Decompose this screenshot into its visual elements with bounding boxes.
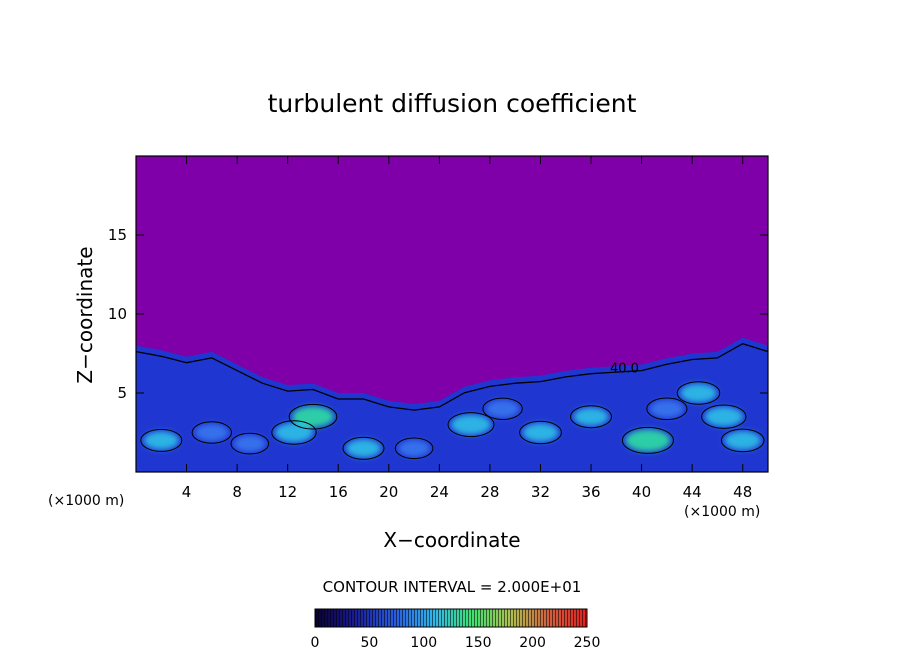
x-tick-label: 44	[683, 483, 702, 501]
x-tick-label: 28	[480, 483, 499, 501]
contour-ring-15	[720, 428, 765, 453]
contour-ring-14	[230, 432, 270, 455]
plot-area	[136, 156, 768, 472]
x-tick-label: 16	[329, 483, 348, 501]
contour-label: 40.0	[610, 362, 639, 377]
contour-ring-5	[342, 436, 385, 460]
colorbar-stripes	[315, 609, 587, 627]
contour-interval-label: CONTOUR INTERVAL = 2.000E+01	[323, 578, 582, 596]
y-unit-label: (×1000 m)	[48, 493, 124, 509]
contour-ring-4	[676, 381, 721, 405]
chart-title: turbulent diffusion coefficient	[268, 89, 637, 118]
colorbar-tick-label: 0	[311, 635, 320, 651]
x-tick-label: 4	[182, 483, 192, 501]
y-tick-label: 10	[108, 305, 127, 323]
contour-line-top	[136, 342, 768, 411]
x-tick-label: 24	[430, 483, 449, 501]
contour-lines	[140, 381, 765, 460]
hot-spot-11	[398, 440, 430, 457]
contour-ring-12	[482, 397, 523, 420]
hot-spot-14	[234, 435, 266, 452]
hot-spot-12	[485, 400, 520, 418]
hot-spot-7	[704, 407, 743, 427]
contour-ring-3	[271, 420, 317, 445]
colorbar-tick-label: 100	[410, 635, 437, 651]
colorbar-tick-label: 150	[465, 635, 492, 651]
contour-ring-10	[140, 428, 183, 452]
colorbar-tick-label: 250	[574, 635, 601, 651]
x-tick-label: 8	[232, 483, 242, 501]
colorbar-frame	[314, 608, 588, 628]
contour-ring-11	[394, 437, 434, 460]
colorbar-tick-label: 200	[519, 635, 546, 651]
colorbar-tick-label: 50	[360, 635, 378, 651]
y-tick-label: 5	[117, 384, 127, 402]
hot-spot-0	[625, 429, 671, 452]
hot-spot-10	[143, 431, 179, 450]
hot-spots	[143, 383, 761, 458]
x-axis-label: X−coordinate	[383, 528, 520, 552]
hot-spot-9	[573, 407, 609, 426]
contour-ring-0	[621, 426, 674, 454]
colorbar-ticks: 0 50 100 150 200 250	[311, 635, 601, 651]
hot-spot-4	[680, 383, 717, 403]
contour-ring-7	[701, 404, 747, 429]
x-tick-label: 40	[632, 483, 651, 501]
x-tick-label: 12	[278, 483, 297, 501]
colorbar: 0 50 100 150 200 250	[311, 608, 601, 651]
hot-spot-2	[451, 414, 491, 435]
hot-spot-15	[724, 431, 761, 450]
x-unit-label: (×1000 m)	[684, 504, 760, 520]
y-tick-label: 15	[108, 226, 127, 244]
x-tick-label: 48	[733, 483, 752, 501]
contour-ring-1	[288, 403, 338, 430]
x-tick-label: 32	[531, 483, 550, 501]
x-tick-label: 36	[581, 483, 600, 501]
contour-ring-2	[447, 412, 495, 438]
contour-ring-8	[191, 421, 233, 444]
contour-ring-9	[570, 405, 612, 429]
hot-spot-8	[195, 423, 229, 442]
hot-spot-6	[522, 423, 559, 442]
hot-spot-3	[274, 422, 314, 443]
hot-spot-13	[649, 400, 685, 418]
hot-spot-5	[346, 439, 381, 458]
contour-ring-13	[646, 397, 688, 421]
x-tick-label: 20	[379, 483, 398, 501]
y-axis-label: Z−coordinate	[73, 246, 97, 383]
contour-ring-6	[519, 420, 562, 445]
